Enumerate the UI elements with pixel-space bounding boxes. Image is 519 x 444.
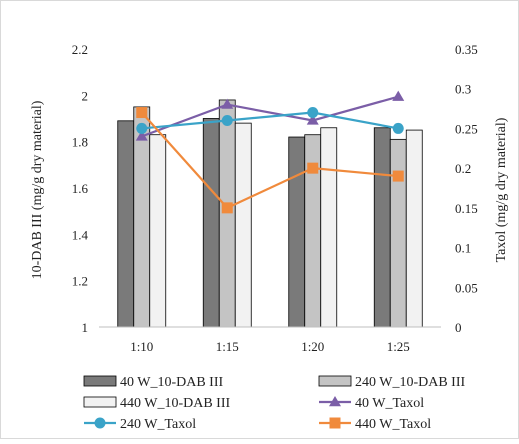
x-tick-label: 1:20 — [301, 339, 324, 354]
left-tick-label: 1.6 — [72, 181, 89, 196]
point-240-w-taxol-2 — [307, 107, 319, 119]
legend-label-440-w-taxol: 440 W_Taxol — [355, 417, 431, 432]
right-axis-title: Taxol (mg/g dry material) — [494, 117, 509, 262]
bar-440-w-10-dab-iii-1 — [234, 122, 252, 328]
x-tick-label: 1:15 — [216, 339, 239, 354]
left-axis-ticks: 1 1.2 1.4 1.6 1.8 2 2.2 — [72, 42, 89, 335]
x-tick-label: 1:10 — [130, 339, 153, 354]
legend-swatch-440-w-10-dab-iii — [83, 396, 117, 408]
point-240-w-taxol-1 — [221, 114, 233, 126]
right-tick-label: 0.25 — [455, 121, 478, 136]
line-240-w-taxol — [141, 111, 399, 130]
bar-40-w-10-dab-iii-3 — [373, 127, 391, 328]
legend-label-240-w-10-dab-iii: 240 W_10-DAB III — [355, 375, 466, 390]
bar-240-w-10-dab-iii-3 — [389, 138, 407, 328]
point-40-w-taxol-1 — [221, 98, 234, 109]
right-tick-label: 0 — [455, 320, 462, 335]
bar-440-w-10-dab-iii-3 — [405, 129, 423, 328]
lines-layer — [135, 90, 405, 214]
right-axis-ticks: 0 0.05 0.1 0.15 0.2 0.25 0.3 0.35 — [455, 42, 478, 335]
left-tick-label: 2 — [82, 88, 89, 103]
bars-layer — [117, 99, 423, 328]
right-tick-label: 0.05 — [455, 280, 478, 295]
left-tick-label: 1.8 — [72, 135, 88, 150]
left-tick-label: 1.2 — [72, 274, 88, 289]
legend-swatch-40-w-10-dab-iii — [83, 375, 117, 387]
point-40-w-taxol-0 — [135, 130, 148, 141]
legend-marker-40-w-taxol — [329, 396, 341, 407]
right-tick-label: 0.35 — [455, 42, 478, 57]
legend-marker-440-w-taxol — [329, 417, 341, 429]
left-tick-label: 1.4 — [72, 227, 89, 242]
legend: 40 W_10-DAB III 240 W_10-DAB III 440 W_10-… — [83, 375, 466, 432]
point-440-w-taxol-0 — [136, 107, 148, 119]
legend-label-440-w-10-dab-iii: 440 W_10-DAB III — [120, 396, 231, 411]
point-440-w-taxol-1 — [221, 202, 233, 214]
left-tick-label: 2.2 — [72, 42, 88, 57]
point-240-w-taxol-3 — [392, 122, 404, 134]
right-tick-label: 0.3 — [455, 82, 471, 97]
point-240-w-taxol-0 — [136, 122, 148, 134]
left-axis-title: 10-DAB III (mg/g dry material) — [30, 100, 45, 279]
line-40-w-taxol — [141, 95, 399, 138]
bar-40-w-10-dab-iii-2 — [288, 136, 306, 328]
right-tick-label: 0.1 — [455, 241, 471, 256]
point-40-w-taxol-3 — [392, 90, 405, 101]
point-440-w-taxol-2 — [307, 162, 319, 174]
bar-440-w-10-dab-iii-0 — [149, 134, 167, 328]
bar-40-w-10-dab-iii-1 — [202, 118, 220, 328]
bar-40-w-10-dab-iii-0 — [117, 120, 135, 328]
legend-label-40-w-10-dab-iii: 40 W_10-DAB III — [120, 375, 224, 390]
legend-swatch-240-w-10-dab-iii — [318, 375, 352, 387]
line-440-w-taxol — [140, 111, 399, 210]
bar-440-w-10-dab-iii-2 — [320, 127, 338, 328]
point-40-w-taxol-2 — [306, 114, 319, 125]
legend-label-40-w-taxol: 40 W_Taxol — [355, 396, 424, 411]
legend-label-240-w-taxol: 240 W_Taxol — [120, 417, 196, 432]
x-axis-ticks: 1:10 1:15 1:20 1:25 — [130, 339, 410, 354]
bar-240-w-10-dab-iii-1 — [218, 99, 236, 328]
legend-marker-240-w-taxol — [94, 417, 106, 429]
right-tick-label: 0.2 — [455, 161, 471, 176]
point-440-w-taxol-3 — [392, 170, 404, 182]
x-tick-label: 1:25 — [387, 339, 410, 354]
left-tick-label: 1 — [82, 320, 89, 335]
right-tick-label: 0.15 — [455, 201, 478, 216]
